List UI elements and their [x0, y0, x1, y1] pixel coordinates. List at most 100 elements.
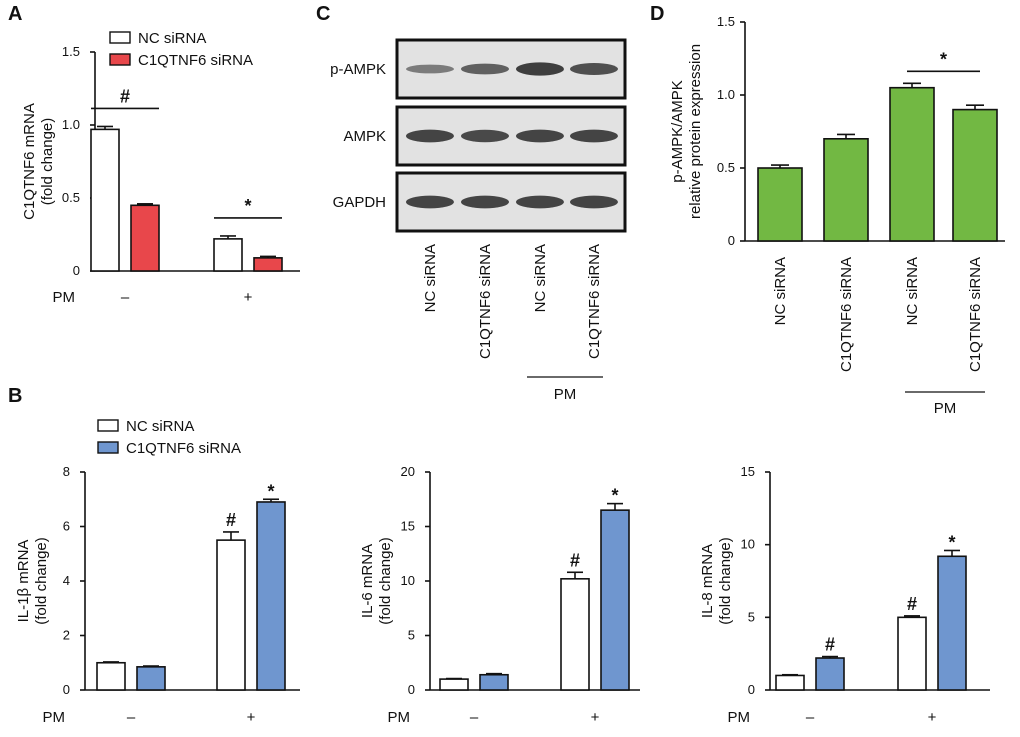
y-tick-label: 15	[401, 519, 415, 534]
x-category-label: NC siRNA	[772, 257, 789, 325]
blot-lane-label: C1QTNF6 siRNA	[477, 244, 494, 359]
bar-c1qtnf6-sirna	[256, 501, 286, 691]
blot-band	[516, 195, 564, 209]
panel-letter-c: C	[316, 3, 330, 25]
panel-d-chart: 0 0.5 1.0 1.5 p-AMPK/AMPKrelative protein ex…	[669, 14, 1005, 417]
blot-band	[570, 63, 618, 75]
pm-category: –	[127, 709, 136, 726]
blot-row-label: AMPK	[343, 128, 386, 145]
y-tick-label: 8	[63, 464, 70, 479]
pm-label: PM	[53, 289, 76, 306]
pm-category: +	[247, 709, 256, 726]
legend-label: C1QTNF6 siRNA	[138, 52, 253, 69]
x-category-label: NC siRNA	[904, 257, 921, 325]
blot-band	[406, 195, 454, 209]
bar-c1qtnf6-sirna	[253, 257, 283, 272]
panel-a-chart: 0 0.5 1.0 1.5 C1QTNF6 mRNA(fold change) # * PM –…	[21, 30, 300, 306]
bar-c1qtnf6-sirna	[815, 657, 845, 691]
legend-swatch	[97, 419, 119, 432]
y-axis-title: IL-1β mRNA(fold change)	[15, 537, 50, 625]
y-tick-label: 2	[63, 628, 70, 643]
blot-band	[461, 129, 509, 143]
blot-band	[516, 129, 564, 143]
y-tick-label: 0	[408, 682, 415, 697]
y-tick-label: 5	[748, 609, 755, 624]
bar-nc-sirna	[213, 238, 243, 272]
y-axis-title-line: IL-8 mRNA	[699, 544, 716, 618]
y-tick-label: 1.5	[717, 14, 735, 29]
significance-mark: #	[226, 510, 236, 530]
y-tick-label: 10	[401, 573, 415, 588]
y-tick-label: 0	[73, 263, 80, 278]
blot-band	[461, 63, 509, 75]
blot-band	[570, 195, 618, 209]
bar	[889, 86, 935, 242]
bar-nc-sirna	[90, 128, 120, 272]
pm-label: PM	[728, 709, 751, 726]
significance-mark: *	[611, 486, 618, 506]
panel-letter-b: B	[8, 385, 22, 407]
bar-nc-sirna	[897, 616, 927, 691]
pm-category: –	[121, 289, 130, 306]
y-tick-label: 1.5	[62, 44, 80, 59]
y-axis-title-line: (fold change)	[39, 118, 56, 206]
y-axis-title-line: (fold change)	[33, 537, 50, 625]
legend-swatch	[109, 53, 131, 66]
significance-mark: *	[267, 481, 274, 501]
pm-category: –	[470, 709, 479, 726]
bar-nc-sirna	[439, 678, 469, 691]
y-axis-title: IL-6 mRNA(fold change)	[359, 537, 394, 625]
panel-b-il8-chart: 0 5 10 15 IL-8 mRNA(fold change) # # * PM – +	[699, 464, 990, 726]
y-axis-title: IL-8 mRNA(fold change)	[699, 537, 734, 625]
y-tick-label: 15	[741, 464, 755, 479]
x-category-label: C1QTNF6 siRNA	[838, 257, 855, 372]
y-tick-label: 5	[408, 628, 415, 643]
bar-nc-sirna	[560, 578, 590, 691]
y-tick-label: 0.5	[717, 160, 735, 175]
blot-band	[570, 129, 618, 143]
bar-nc-sirna	[216, 539, 246, 691]
bar-c1qtnf6-sirna	[479, 673, 509, 691]
y-tick-label: 0	[63, 682, 70, 697]
pm-category: +	[591, 709, 600, 726]
y-axis-title-line: C1QTNF6 mRNA	[21, 103, 38, 220]
blot-band	[516, 62, 564, 76]
y-axis-title: p-AMPK/AMPKrelative protein expression	[669, 44, 704, 219]
y-axis-title-line: IL-6 mRNA	[359, 544, 376, 618]
y-axis-title-line: (fold change)	[717, 537, 734, 625]
blot-band	[461, 195, 509, 209]
legend: NC siRNA C1QTNF6 siRNA	[97, 418, 241, 457]
significance-mark: #	[825, 635, 835, 655]
legend-label: C1QTNF6 siRNA	[126, 440, 241, 457]
legend-label: NC siRNA	[126, 418, 194, 435]
panel-b-il1b-chart: 0 2 4 6 8 IL-1β mRNA(fold change) # * PM – + NC siR…	[15, 418, 300, 726]
significance-mark: *	[948, 532, 955, 552]
bar-c1qtnf6-sirna	[136, 666, 166, 691]
y-axis-title: C1QTNF6 mRNA(fold change)	[21, 103, 56, 220]
significance-mark: *	[940, 49, 947, 69]
bar-nc-sirna	[775, 674, 805, 691]
bar-nc-sirna	[96, 661, 126, 691]
y-tick-label: 20	[401, 464, 415, 479]
blot-row-label: p-AMPK	[330, 61, 386, 78]
blot-lane-label: C1QTNF6 siRNA	[586, 244, 603, 359]
blot-band	[406, 129, 454, 143]
panel-letter-d: D	[650, 3, 664, 25]
significance-mark: #	[570, 550, 580, 570]
y-tick-label: 6	[63, 519, 70, 534]
pm-category: –	[806, 709, 815, 726]
bar-c1qtnf6-sirna	[130, 204, 160, 272]
y-tick-label: 0	[728, 233, 735, 248]
y-axis-title-line: p-AMPK/AMPK	[669, 80, 686, 183]
y-axis-title-line: (fold change)	[377, 537, 394, 625]
bar	[757, 167, 803, 242]
panel-c-western-blot: p-AMPK AMPK GAPDH NC siRNA C1QTNF6 siRNA NC s…	[330, 38, 627, 403]
bar-c1qtnf6-sirna	[600, 509, 630, 691]
blot-row-label: GAPDH	[333, 194, 386, 211]
panel-b-il6-chart: 0 5 10 15 20 IL-6 mRNA(fold change) # * PM – +	[359, 464, 640, 726]
y-axis-title-line: IL-1β mRNA	[15, 540, 32, 623]
x-category-label: C1QTNF6 siRNA	[967, 257, 984, 372]
significance-mark: *	[244, 196, 251, 216]
legend-swatch	[97, 441, 119, 454]
